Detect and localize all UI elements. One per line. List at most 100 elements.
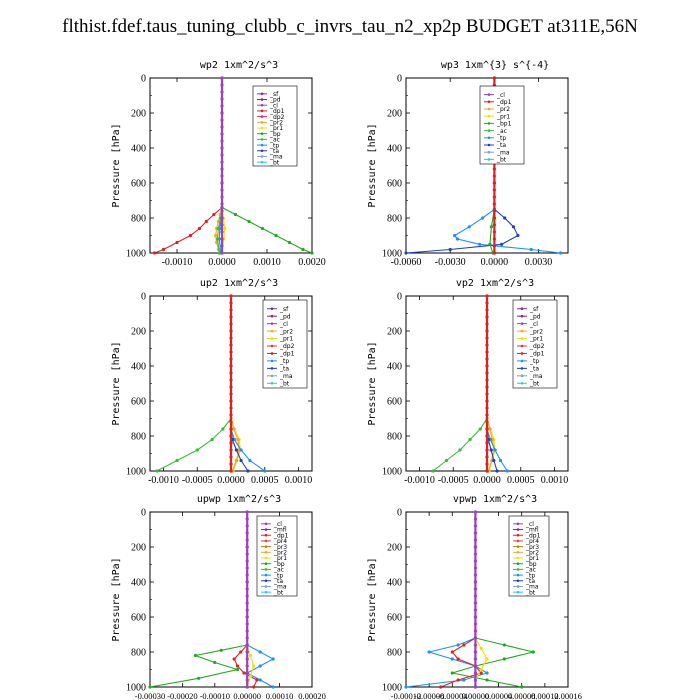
legend-entry: _pd: [269, 97, 281, 104]
y-axis-label: Pressure [hPa]: [367, 341, 378, 425]
series-point_tp: [258, 650, 262, 654]
legend-entry: _mfl: [525, 527, 539, 534]
zero-line-marker: [485, 455, 489, 459]
legend-entry: _pd: [279, 313, 291, 320]
series-point_ta: [239, 458, 243, 463]
series-point_pr1: [248, 674, 252, 679]
zero-line-marker: [220, 153, 224, 157]
series-point_dp1: [152, 251, 157, 255]
legend-entry: _cl: [273, 521, 282, 528]
series-point_tp: [529, 247, 533, 252]
zero-line-marker: [220, 230, 224, 234]
zero-line-marker: [473, 559, 478, 563]
y-tick-label: 400: [131, 578, 146, 589]
x-tick-label: 0.0020: [298, 257, 326, 268]
legend-entry: _pd: [529, 313, 541, 320]
y-tick-label: 400: [387, 578, 402, 589]
zero-line-marker: [492, 174, 496, 178]
series-point_ta: [500, 242, 504, 246]
series-point_tp: [455, 237, 460, 241]
zero-line-marker: [245, 601, 249, 605]
zero-line-marker: [245, 510, 249, 514]
legend-entry: _pr1: [525, 555, 539, 562]
zero-line-marker: [473, 636, 478, 640]
series-point_dp1: [235, 664, 240, 668]
series-line_bp: [149, 644, 248, 688]
x-tick-label: 0.00000: [233, 691, 261, 700]
legend-marker: [260, 121, 264, 124]
legend-marker: [520, 329, 524, 333]
panel-title: wp2 1xm^2/s^3: [200, 60, 278, 71]
x-tick-label: 0.00016: [554, 691, 582, 700]
zero-line-marker: [245, 573, 249, 577]
series-point_tp: [481, 216, 485, 220]
y-tick-label: 0: [141, 292, 146, 303]
zero-line-marker: [229, 385, 233, 389]
x-tick-label: 0.0030: [525, 257, 553, 268]
legend: _sf_pd_cl_pr2_pr1_dp2_dp1_tp_ta_ma_bt: [262, 299, 308, 389]
zero-line-marker: [245, 538, 249, 542]
legend: _sf_pd_cl_dp1_dp2_pr2_pr1_bp_ac_tp_ta_ma…: [252, 85, 298, 166]
series-point_bp: [485, 678, 489, 682]
x-tick-label: -0.0010: [404, 475, 435, 486]
legend-marker: [487, 129, 491, 132]
series-point_ta: [495, 469, 499, 473]
zero-line-marker: [245, 671, 249, 675]
series-line_dp1: [156, 418, 232, 472]
series-line_tp: [405, 637, 489, 688]
legend-marker: [520, 307, 524, 311]
series-point_ta: [511, 225, 516, 229]
x-tick-label: 0.0000: [481, 257, 509, 268]
series-point_tp: [505, 469, 509, 473]
legend: _cl_mfl_dp1_pr4_pr3_pr2_pr1_bp_ac_tp_ta_…: [256, 515, 298, 596]
zero-line-marker: [473, 545, 478, 549]
panel-title: vpwp 1xm^2/s^3: [453, 494, 537, 505]
zero-line-marker: [245, 559, 249, 563]
chart-panel-6: vpwp 1xm^2/s^3 Pressure [hPa] 0 200 400 600 80…: [367, 494, 582, 700]
series-point_dp1: [221, 427, 225, 431]
zero-line-marker: [220, 111, 224, 115]
zero-line-marker: [492, 188, 496, 192]
legend-marker: [264, 522, 268, 526]
series-point_bp: [193, 653, 197, 658]
zero-line-marker: [473, 531, 478, 535]
series-point_tp: [467, 225, 471, 229]
zero-line-marker: [229, 322, 233, 326]
panel-title: up2 1xm^2/s^3: [200, 278, 278, 289]
y-tick-label: 1000: [382, 683, 402, 694]
legend-entry: _ac: [273, 567, 284, 574]
chart-panel-5: upwp 1xm^2/s^3 Pressure [hPa] 0 200 400 600 80…: [111, 494, 326, 700]
zero-line-marker: [473, 643, 478, 647]
legend-marker: [260, 103, 264, 107]
chart-panel-3: up2 1xm^2/s^3 Pressure [hPa] 0 200 400 600 800…: [111, 278, 313, 486]
legend-entry: _cl: [279, 321, 288, 328]
legend-marker: [487, 93, 491, 96]
zero-line-marker: [473, 594, 478, 598]
series-line_pr1: [230, 418, 241, 472]
legend-entry: _mfl: [273, 527, 287, 534]
series-point_dp1: [195, 448, 199, 452]
series-line_bp: [452, 637, 534, 688]
zero-line-marker: [245, 524, 249, 528]
x-tick-label: -0.0010: [148, 475, 179, 486]
series-point_dp1: [456, 678, 460, 682]
series-point_ac: [215, 237, 220, 241]
zero-line-marker: [485, 294, 489, 298]
series-point_dp1: [155, 469, 159, 473]
legend-marker: [264, 556, 268, 560]
legend-entry: _bt: [279, 380, 290, 387]
series-point_tp: [271, 657, 275, 661]
zero-line-marker: [245, 650, 249, 654]
x-tick-label: -0.0060: [391, 257, 422, 268]
series-point_tp: [478, 242, 482, 246]
zero-line-marker: [220, 188, 224, 192]
zero-line-marker: [229, 427, 233, 431]
x-tick-label: 0.0010: [541, 475, 569, 486]
series-point_bp: [148, 685, 152, 689]
zero-line-marker: [492, 209, 496, 213]
series-point_tp: [258, 678, 262, 682]
x-tick-label: -0.00010: [200, 691, 230, 700]
series-point_bp: [520, 685, 524, 689]
series-point_pr1: [479, 646, 483, 651]
legend-marker: [516, 533, 520, 537]
